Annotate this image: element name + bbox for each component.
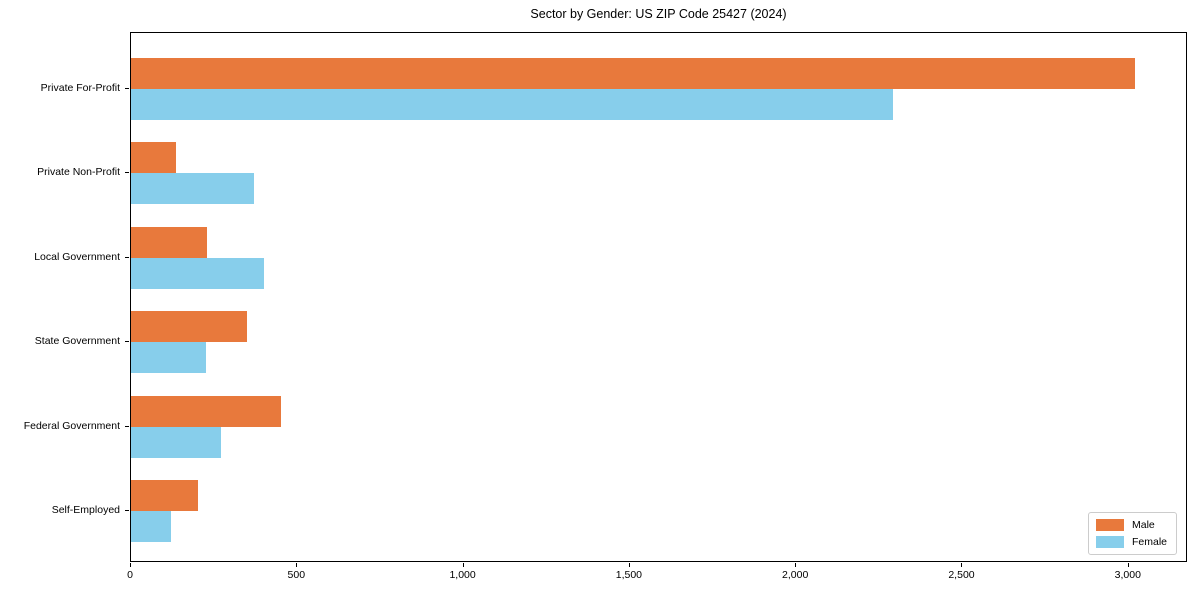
legend: Male Female	[1087, 512, 1177, 555]
xtick-label-2000: 2,000	[782, 569, 809, 581]
legend-swatch-female	[1095, 536, 1124, 548]
bar-female-local-government	[131, 257, 265, 289]
ytick-mark-state-government	[125, 341, 129, 342]
xtick-mark-2000	[795, 563, 797, 567]
chart-title: Sector by Gender: US ZIP Code 25427 (202…	[530, 7, 787, 21]
xtick-mark-1000	[462, 563, 464, 567]
ytick-label-private-for-profit: Private For-Profit	[40, 81, 120, 94]
bar-female-private-for-profit	[131, 88, 893, 120]
xtick-label-3000: 3,000	[1114, 569, 1141, 581]
ytick-label-state-government: State Government	[34, 335, 120, 347]
xtick-mark-3000	[1127, 563, 1129, 567]
xtick-mark-0	[130, 563, 131, 567]
bar-female-federal-government	[131, 426, 221, 458]
xtick-label-1000: 1,000	[449, 569, 476, 581]
bar-male-private-non-profit	[131, 142, 176, 173]
xtick-mark-1500	[628, 563, 630, 567]
plot-area: Male Female	[130, 32, 1187, 562]
ytick-label-federal-government: Federal Government	[23, 419, 120, 432]
xtick-label-500: 500	[287, 569, 306, 581]
bar-male-federal-government	[131, 395, 281, 427]
xtick-mark-2500	[961, 563, 963, 567]
xtick-label-2500: 2,500	[948, 569, 975, 581]
bar-female-state-government	[131, 342, 206, 373]
bar-female-private-non-profit	[131, 173, 255, 204]
legend-label-male: Male	[1131, 519, 1155, 531]
ytick-label-self-employed: Self-Employed	[51, 504, 120, 516]
ytick-mark-local-government	[125, 256, 129, 258]
ytick-label-local-government: Local Government	[34, 250, 120, 263]
ytick-mark-private-for-profit	[125, 87, 129, 89]
legend-label-female: Female	[1131, 536, 1167, 548]
xtick-mark-500	[296, 563, 298, 567]
bar-female-self-employed	[131, 511, 171, 542]
legend-item-male: Male	[1095, 519, 1167, 531]
bar-male-private-for-profit	[131, 57, 1136, 89]
bar-male-state-government	[131, 311, 248, 342]
legend-swatch-male	[1095, 519, 1124, 531]
ytick-mark-self-employed	[125, 510, 129, 511]
xtick-label-1500: 1,500	[615, 569, 643, 581]
bar-male-local-government	[131, 226, 208, 258]
legend-item-female: Female	[1095, 536, 1167, 548]
bar-male-self-employed	[131, 480, 198, 511]
ytick-mark-federal-government	[125, 425, 129, 427]
ytick-label-private-non-profit: Private Non-Profit	[37, 166, 120, 178]
ytick-mark-private-non-profit	[125, 172, 129, 173]
xtick-label-0: 0	[127, 569, 133, 581]
